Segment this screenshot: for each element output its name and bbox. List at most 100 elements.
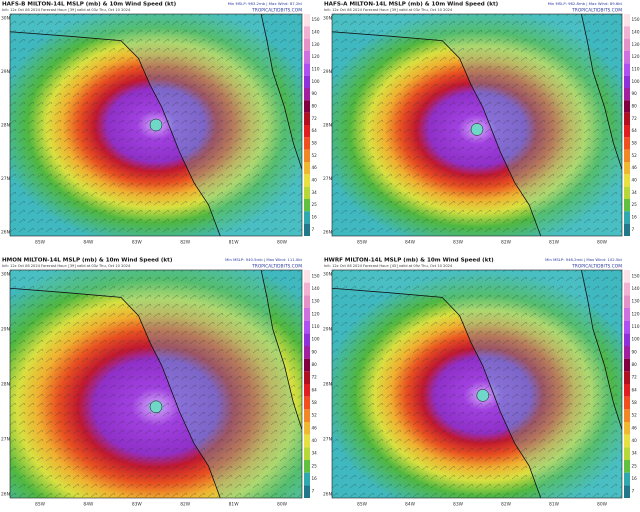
colorbar-label: 80 bbox=[632, 104, 638, 109]
colorbar-swatch bbox=[624, 358, 630, 372]
lat-label: 29N bbox=[1, 327, 10, 333]
colorbar-swatch bbox=[304, 282, 310, 296]
colorbar-swatch bbox=[304, 358, 310, 372]
colorbar-swatch bbox=[304, 38, 310, 51]
colorbar-label: 40 bbox=[312, 438, 318, 443]
init-info: Init: 12z Oct 08 2024 Forecast Hour: [39… bbox=[2, 8, 131, 12]
colorbar-label: 120 bbox=[632, 54, 640, 59]
colorbar-label: 90 bbox=[312, 91, 318, 96]
colorbar-label: 25 bbox=[632, 463, 638, 468]
coastline bbox=[260, 14, 302, 170]
colorbar-swatch bbox=[624, 472, 630, 486]
colorbar-label: 130 bbox=[632, 299, 640, 304]
init-info: Init: 12z Oct 08 2024 Forecast Hour: [39… bbox=[324, 8, 453, 12]
colorbar-swatch bbox=[304, 447, 310, 460]
colorbar-label: 72 bbox=[632, 116, 638, 121]
colorbar-swatch bbox=[624, 333, 630, 346]
storm-stats: Min MSLP: 946.2mb | Max Wind: 102.5kt bbox=[545, 257, 622, 262]
colorbar-swatch bbox=[624, 199, 630, 212]
colorbar-label: 7 bbox=[312, 227, 315, 232]
colorbar-label: 90 bbox=[632, 91, 638, 96]
colorbar-swatch bbox=[304, 186, 310, 199]
colorbar-swatch bbox=[624, 308, 630, 321]
colorbar-label: 52 bbox=[312, 413, 318, 418]
colorbar-swatch bbox=[304, 295, 310, 308]
coastline bbox=[332, 31, 542, 236]
colorbar-label: 40 bbox=[632, 178, 638, 183]
colorbar-label: 150 bbox=[312, 273, 320, 278]
colorbar-swatch bbox=[304, 223, 310, 236]
colorbar-swatch bbox=[304, 137, 310, 150]
colorbar-swatch bbox=[624, 422, 630, 435]
lon-label: 81W bbox=[229, 240, 240, 246]
colorbar-swatch bbox=[304, 472, 310, 486]
lat-label: 26N bbox=[1, 230, 10, 236]
lon-label: 83W bbox=[132, 502, 143, 508]
lon-label: 82W bbox=[501, 502, 512, 508]
lat-label: 26N bbox=[323, 492, 332, 498]
colorbar-swatch bbox=[624, 75, 630, 88]
lon-label: 81W bbox=[229, 502, 240, 508]
colorbar-swatch bbox=[624, 174, 630, 187]
colorbar-label: 64 bbox=[312, 128, 318, 133]
coastline bbox=[10, 31, 221, 236]
colorbar-label: 25 bbox=[312, 463, 318, 468]
storm-eye bbox=[149, 118, 163, 132]
colorbar-label: 120 bbox=[312, 54, 320, 59]
colorbar-swatch bbox=[304, 162, 310, 175]
colorbar-swatch bbox=[304, 199, 310, 212]
lon-label: 84W bbox=[405, 240, 416, 246]
model-panel: HMON MILTON-14L MSLP (mb) & 10m Wind Spe… bbox=[1, 257, 320, 508]
site-credit: TROPICALTIDBITS.COM bbox=[251, 264, 302, 270]
colorbar-label: 72 bbox=[312, 375, 318, 380]
colorbar-swatch bbox=[304, 485, 310, 498]
model-panel: HAFS-A MILTON-14L MSLP (mb) & 10m Wind S… bbox=[323, 1, 640, 246]
colorbar-label: 52 bbox=[632, 413, 638, 418]
colorbar-swatch bbox=[304, 75, 310, 88]
coastline bbox=[581, 14, 622, 170]
panel-title: HAFS-A MILTON-14L MSLP (mb) & 10m Wind S… bbox=[324, 2, 499, 8]
colorbar-swatch bbox=[624, 485, 630, 498]
colorbar-swatch bbox=[304, 460, 310, 473]
lon-label: 85W bbox=[35, 240, 46, 246]
lon-label: 83W bbox=[453, 502, 464, 508]
lon-label: 81W bbox=[549, 502, 560, 508]
colorbar-swatch bbox=[304, 100, 310, 113]
colorbar-swatch bbox=[624, 295, 630, 308]
colorbar-label: 64 bbox=[312, 387, 318, 392]
colorbar-label: 7 bbox=[632, 227, 635, 232]
lat-label: 30N bbox=[1, 272, 10, 278]
colorbar-label: 130 bbox=[632, 42, 640, 47]
lon-label: 84W bbox=[83, 240, 94, 246]
colorbar-swatch bbox=[304, 51, 310, 64]
colorbar-label: 46 bbox=[312, 425, 318, 430]
colorbar-label: 58 bbox=[312, 141, 318, 146]
lat-label: 27N bbox=[323, 176, 332, 182]
colorbar-label: 52 bbox=[632, 153, 638, 158]
colorbar-swatch bbox=[624, 137, 630, 150]
lat-label: 30N bbox=[323, 272, 332, 278]
colorbar-swatch bbox=[304, 88, 310, 101]
colorbar-label: 34 bbox=[632, 190, 638, 195]
colorbar-label: 80 bbox=[632, 362, 638, 367]
colorbar-swatch bbox=[304, 396, 310, 410]
lon-label: 85W bbox=[357, 502, 368, 508]
lon-label: 80W bbox=[597, 240, 608, 246]
colorbar-label: 140 bbox=[632, 286, 640, 291]
lat-label: 29N bbox=[323, 327, 332, 333]
storm-stats: Min MSLP: 940.5mb | Max Wind: 111.0kt bbox=[225, 257, 302, 262]
colorbar-swatch bbox=[304, 270, 310, 283]
lat-label: 30N bbox=[323, 16, 332, 22]
colorbar-swatch bbox=[304, 149, 310, 162]
colorbar-label: 34 bbox=[312, 451, 318, 456]
site-credit: TROPICALTIDBITS.COM bbox=[571, 8, 622, 14]
lat-label: 28N bbox=[1, 382, 10, 388]
colorbar-swatch bbox=[304, 174, 310, 187]
lat-label: 30N bbox=[1, 16, 10, 22]
map bbox=[10, 270, 302, 498]
colorbar-label: 72 bbox=[312, 116, 318, 121]
map bbox=[10, 14, 302, 236]
colorbar-label: 25 bbox=[632, 202, 638, 207]
colorbar-swatch bbox=[624, 447, 630, 460]
init-info: Init: 12z Oct 08 2024 Forecast Hour: [45… bbox=[324, 264, 453, 268]
